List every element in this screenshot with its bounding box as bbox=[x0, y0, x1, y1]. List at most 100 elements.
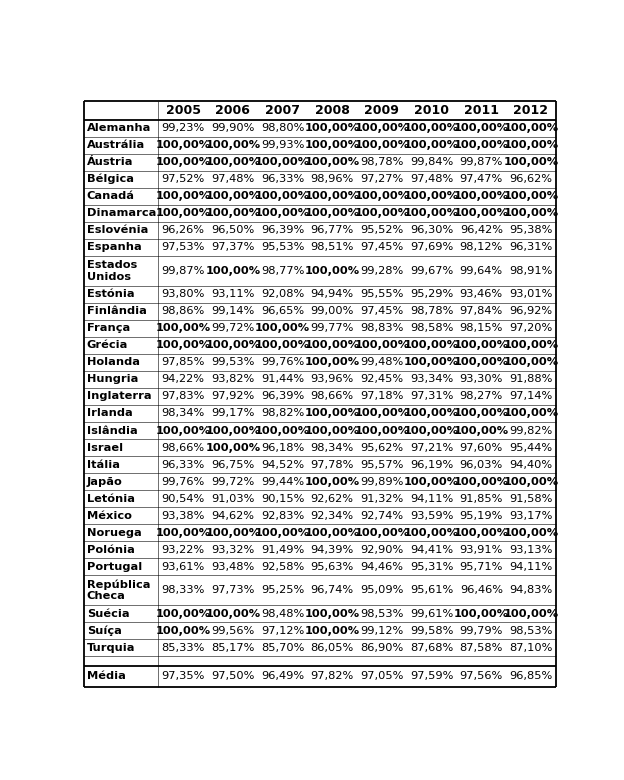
Text: 99,82%: 99,82% bbox=[509, 426, 553, 435]
Text: 95,55%: 95,55% bbox=[360, 289, 404, 300]
Text: 100,00%: 100,00% bbox=[354, 140, 409, 150]
Text: 2005: 2005 bbox=[166, 104, 201, 117]
Text: 96,92%: 96,92% bbox=[509, 307, 552, 316]
Text: 100,00%: 100,00% bbox=[155, 191, 211, 201]
Text: 100,00%: 100,00% bbox=[454, 140, 509, 150]
Text: 94,62%: 94,62% bbox=[212, 511, 255, 521]
Text: 2010: 2010 bbox=[414, 104, 449, 117]
Text: 100,00%: 100,00% bbox=[305, 340, 360, 350]
Text: 87,68%: 87,68% bbox=[410, 643, 453, 653]
Text: 96,39%: 96,39% bbox=[261, 225, 304, 236]
Text: 99,87%: 99,87% bbox=[460, 157, 503, 167]
Text: 97,73%: 97,73% bbox=[211, 585, 255, 595]
Text: 99,77%: 99,77% bbox=[311, 323, 354, 333]
Text: 99,76%: 99,76% bbox=[261, 357, 304, 367]
Text: 100,00%: 100,00% bbox=[255, 157, 310, 167]
Text: 93,96%: 93,96% bbox=[311, 374, 354, 385]
Text: 96,31%: 96,31% bbox=[509, 243, 553, 253]
Text: 100,00%: 100,00% bbox=[404, 477, 459, 487]
Text: 100,00%: 100,00% bbox=[404, 528, 459, 537]
Text: 100,00%: 100,00% bbox=[504, 528, 558, 537]
Text: 2011: 2011 bbox=[464, 104, 499, 117]
Text: 100,00%: 100,00% bbox=[155, 140, 211, 150]
Text: 100,00%: 100,00% bbox=[454, 191, 509, 201]
Text: 100,00%: 100,00% bbox=[205, 140, 260, 150]
Text: 93,34%: 93,34% bbox=[410, 374, 453, 385]
Text: 93,13%: 93,13% bbox=[509, 544, 553, 555]
Text: 97,21%: 97,21% bbox=[410, 442, 453, 452]
Text: Dinamarca: Dinamarca bbox=[87, 208, 156, 218]
Text: 99,58%: 99,58% bbox=[410, 626, 453, 636]
Text: 100,00%: 100,00% bbox=[454, 409, 509, 419]
Text: 93,22%: 93,22% bbox=[162, 544, 205, 555]
Text: 91,32%: 91,32% bbox=[360, 494, 404, 504]
Text: 100,00%: 100,00% bbox=[504, 608, 558, 619]
Text: 85,33%: 85,33% bbox=[162, 643, 205, 653]
Text: 92,90%: 92,90% bbox=[360, 544, 404, 555]
Text: 100,00%: 100,00% bbox=[205, 266, 260, 276]
Text: 98,15%: 98,15% bbox=[460, 323, 503, 333]
Text: 100,00%: 100,00% bbox=[205, 528, 260, 537]
Text: 94,41%: 94,41% bbox=[410, 544, 453, 555]
Text: 99,44%: 99,44% bbox=[261, 477, 304, 487]
Text: 100,00%: 100,00% bbox=[354, 191, 409, 201]
Text: 100,00%: 100,00% bbox=[354, 208, 409, 218]
Text: 93,61%: 93,61% bbox=[162, 562, 205, 572]
Text: 95,53%: 95,53% bbox=[261, 243, 305, 253]
Text: 99,00%: 99,00% bbox=[311, 307, 354, 316]
Text: 96,46%: 96,46% bbox=[460, 585, 503, 595]
Text: 97,45%: 97,45% bbox=[360, 243, 404, 253]
Text: 96,39%: 96,39% bbox=[261, 392, 304, 402]
Text: 100,00%: 100,00% bbox=[354, 340, 409, 350]
Text: 100,00%: 100,00% bbox=[255, 528, 310, 537]
Text: Letónia: Letónia bbox=[87, 494, 135, 504]
Text: 97,69%: 97,69% bbox=[410, 243, 453, 253]
Text: 94,94%: 94,94% bbox=[311, 289, 354, 300]
Text: 85,17%: 85,17% bbox=[211, 643, 255, 653]
Text: 98,66%: 98,66% bbox=[162, 442, 205, 452]
Text: 100,00%: 100,00% bbox=[205, 340, 260, 350]
Text: 99,12%: 99,12% bbox=[360, 626, 404, 636]
Text: 2007: 2007 bbox=[265, 104, 300, 117]
Text: 98,34%: 98,34% bbox=[162, 409, 205, 419]
Text: Islândia: Islândia bbox=[87, 426, 137, 435]
Text: 96,03%: 96,03% bbox=[460, 459, 503, 470]
Text: 96,33%: 96,33% bbox=[261, 174, 304, 184]
Text: 100,00%: 100,00% bbox=[504, 340, 558, 350]
Text: 95,38%: 95,38% bbox=[509, 225, 553, 236]
Text: 92,34%: 92,34% bbox=[311, 511, 354, 521]
Text: 100,00%: 100,00% bbox=[354, 123, 409, 133]
Text: 95,62%: 95,62% bbox=[361, 442, 404, 452]
Text: 99,64%: 99,64% bbox=[460, 266, 503, 276]
Text: 100,00%: 100,00% bbox=[155, 323, 211, 333]
Text: 100,00%: 100,00% bbox=[454, 340, 509, 350]
Text: 95,09%: 95,09% bbox=[360, 585, 404, 595]
Text: 100,00%: 100,00% bbox=[255, 208, 310, 218]
Text: Espanha: Espanha bbox=[87, 243, 142, 253]
Text: 99,90%: 99,90% bbox=[211, 123, 255, 133]
Text: Austrália: Austrália bbox=[87, 140, 145, 150]
Text: 100,00%: 100,00% bbox=[155, 608, 211, 619]
Text: 100,00%: 100,00% bbox=[305, 608, 360, 619]
Text: 98,78%: 98,78% bbox=[360, 157, 404, 167]
Text: Hungria: Hungria bbox=[87, 374, 138, 385]
Text: 95,44%: 95,44% bbox=[509, 442, 552, 452]
Text: 100,00%: 100,00% bbox=[454, 123, 509, 133]
Text: 92,74%: 92,74% bbox=[361, 511, 404, 521]
Text: 92,83%: 92,83% bbox=[261, 511, 304, 521]
Text: Eslovénia: Eslovénia bbox=[87, 225, 148, 236]
Text: 94,39%: 94,39% bbox=[311, 544, 354, 555]
Text: 94,46%: 94,46% bbox=[361, 562, 404, 572]
Text: Irlanda: Irlanda bbox=[87, 409, 132, 419]
Text: 100,00%: 100,00% bbox=[305, 477, 360, 487]
Text: 98,77%: 98,77% bbox=[261, 266, 305, 276]
Text: República
Checa: República Checa bbox=[87, 580, 150, 601]
Text: 99,87%: 99,87% bbox=[162, 266, 205, 276]
Text: Estónia: Estónia bbox=[87, 289, 134, 300]
Text: 95,61%: 95,61% bbox=[410, 585, 453, 595]
Text: 95,19%: 95,19% bbox=[460, 511, 503, 521]
Text: 96,19%: 96,19% bbox=[410, 459, 453, 470]
Text: Israel: Israel bbox=[87, 442, 123, 452]
Text: 93,11%: 93,11% bbox=[211, 289, 255, 300]
Text: 100,00%: 100,00% bbox=[504, 140, 558, 150]
